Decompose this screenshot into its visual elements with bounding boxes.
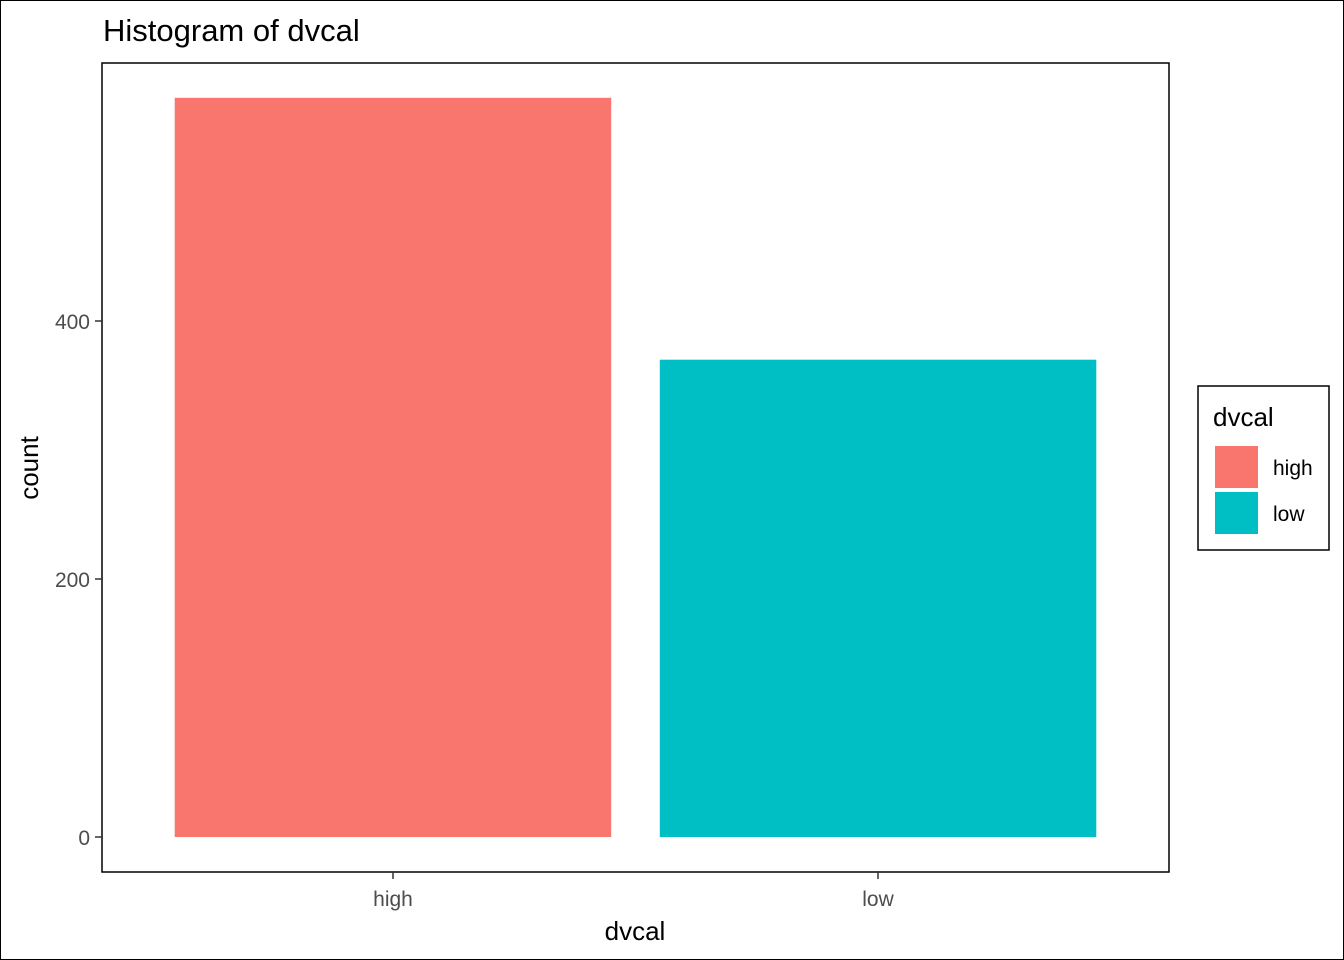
legend-label-low: low: [1273, 503, 1305, 526]
legend-title: dvcal: [1213, 402, 1274, 432]
y-axis-title: count: [14, 435, 44, 499]
x-axis-title: dvcal: [605, 916, 666, 946]
legend-label-high: high: [1273, 457, 1313, 480]
chart-title: Histogram of dvcal: [103, 13, 360, 48]
x-axis: high low: [373, 872, 895, 911]
y-tick-label: 200: [55, 569, 90, 592]
legend-key-low: [1215, 492, 1258, 534]
bars-group: [174, 97, 1097, 838]
legend-items: high low: [1215, 446, 1313, 534]
legend-key-high: [1215, 446, 1258, 488]
legend: dvcal high low: [1197, 385, 1330, 551]
x-tick-label: high: [373, 888, 413, 911]
y-axis: 0 200 400: [55, 311, 102, 850]
x-tick-label: low: [862, 888, 894, 911]
y-tick-label: 0: [78, 827, 90, 850]
bar-low: [659, 359, 1097, 837]
y-tick-label: 400: [55, 311, 90, 334]
bar-high: [174, 97, 612, 838]
